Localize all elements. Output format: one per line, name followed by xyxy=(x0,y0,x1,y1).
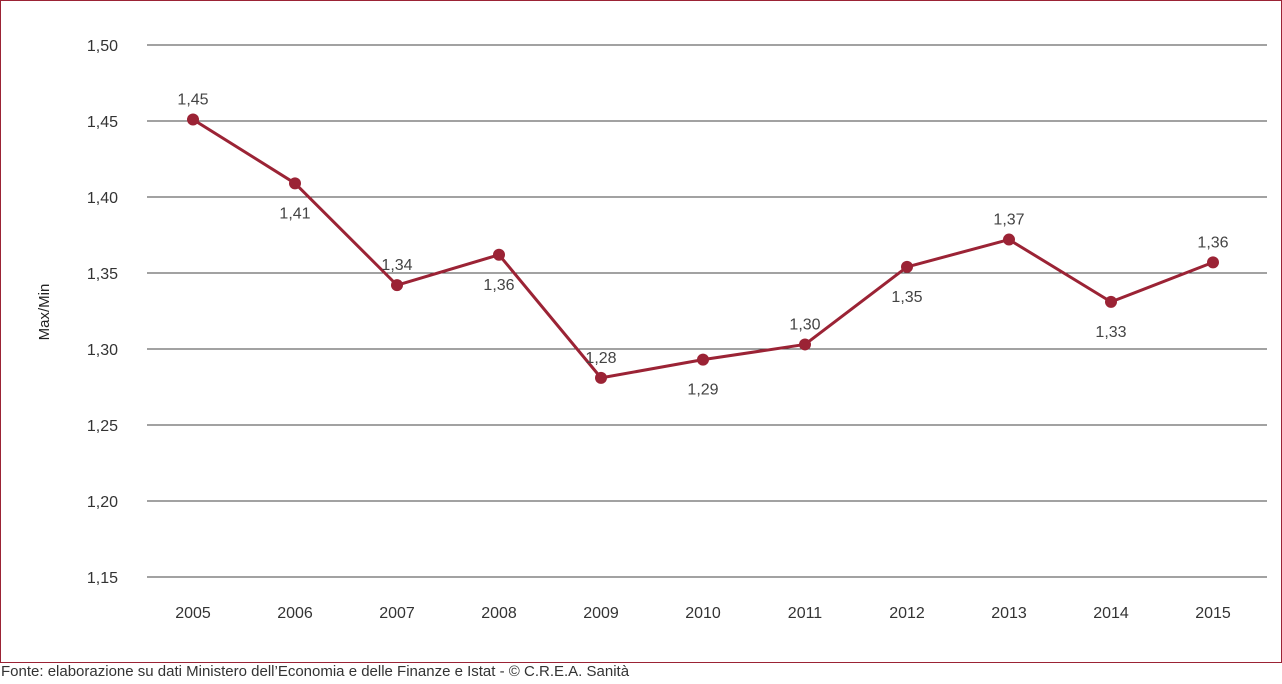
data-label: 1,36 xyxy=(483,277,514,294)
x-axis-ticks: 2005 2006 2007 2008 2009 2010 2011 2012 2013 2014… xyxy=(175,605,1231,622)
y-tick-label: 1,20 xyxy=(87,494,118,511)
x-tick-label: 2010 xyxy=(685,605,721,622)
data-point xyxy=(289,177,301,190)
y-axis-ticks: 1,15 1,20 1,25 1,30 1,35 1,40 1,45 1,50 xyxy=(87,38,118,587)
data-label: 1,35 xyxy=(891,289,922,306)
chart-frame: 1,15 1,20 1,25 1,30 1,35 1,40 1,45 1,50 2005 200… xyxy=(0,0,1282,663)
source-note: Fonte: elaborazione su dati Ministero de… xyxy=(1,663,630,680)
x-tick-label: 2005 xyxy=(175,605,211,622)
series-line xyxy=(187,113,1219,384)
x-tick-label: 2015 xyxy=(1195,605,1231,622)
y-tick-label: 1,50 xyxy=(87,38,118,55)
data-label: 1,37 xyxy=(993,212,1024,229)
data-point xyxy=(1207,256,1219,269)
y-tick-label: 1,40 xyxy=(87,190,118,207)
y-tick-label: 1,35 xyxy=(87,266,118,283)
data-label: 1,34 xyxy=(381,257,412,274)
data-point xyxy=(187,113,199,126)
x-tick-label: 2009 xyxy=(583,605,619,622)
data-label: 1,28 xyxy=(585,350,616,367)
data-point xyxy=(595,371,607,384)
series-line-path xyxy=(192,118,1214,380)
line-chart: 1,151,201,251,301,351,401,451,50 2005 200… xyxy=(36,38,1267,622)
data-point xyxy=(1105,295,1117,308)
data-label: 1,30 xyxy=(789,316,820,333)
x-tick-label: 2014 xyxy=(1093,605,1129,622)
x-tick-label: 2006 xyxy=(277,605,313,622)
y-axis-title: Max/Min xyxy=(36,284,53,341)
data-label: 1,41 xyxy=(279,205,310,222)
y-tick-label: 1,25 xyxy=(87,418,118,435)
x-tick-label: 2007 xyxy=(379,605,415,622)
data-labels: 1,45 1,41 1,34 1,36 1,28 1,29 1,30 1,35 1,37 1,33… xyxy=(177,91,1228,398)
y-tick-label: 1,45 xyxy=(87,114,118,131)
x-tick-label: 2011 xyxy=(788,605,823,622)
y-tick-label: 1,15 xyxy=(87,570,118,587)
gridlines xyxy=(147,44,1267,578)
data-label: 1,33 xyxy=(1095,324,1126,341)
x-tick-label: 2008 xyxy=(481,605,517,622)
data-label: 1,36 xyxy=(1197,234,1228,251)
data-label: 1,29 xyxy=(687,382,718,399)
y-tick-label: 1,30 xyxy=(87,342,118,359)
data-label: 1,45 xyxy=(177,91,208,108)
data-point xyxy=(1003,233,1015,246)
data-point xyxy=(901,260,913,273)
data-point xyxy=(391,279,403,292)
x-tick-label: 2013 xyxy=(991,605,1027,622)
data-point xyxy=(493,248,505,261)
x-tick-label: 2012 xyxy=(889,605,925,622)
data-point xyxy=(799,338,811,351)
data-point xyxy=(697,353,709,366)
